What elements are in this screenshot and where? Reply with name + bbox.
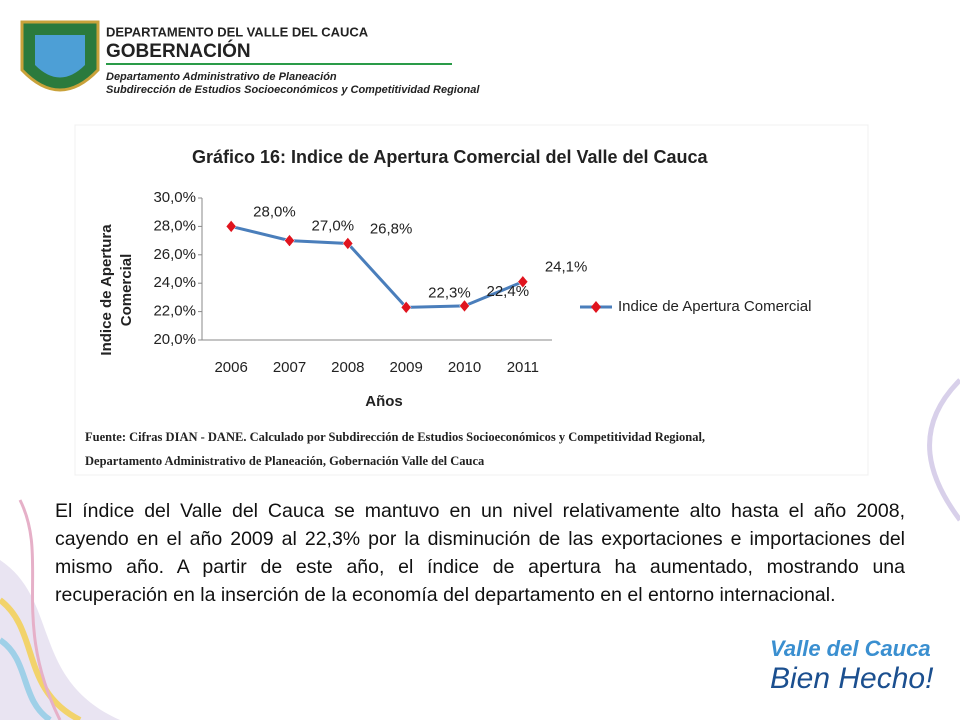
x-tick-label: 2007 [273, 359, 306, 376]
header-line3: Departamento Administrativo de Planeació… [106, 71, 337, 83]
swoosh [0, 597, 82, 720]
y-tick-label: 20,0% [153, 331, 196, 348]
x-tick-label: 2008 [331, 359, 364, 376]
data-label: 22,3% [428, 284, 471, 301]
header-line1: DEPARTAMENTO DEL VALLE DEL CAUCA [106, 24, 369, 39]
y-tick-label: 30,0% [153, 189, 196, 206]
point [342, 237, 354, 250]
point [400, 300, 412, 314]
point [284, 234, 295, 247]
x-tick-label: 2010 [448, 359, 481, 376]
data-label: 27,0% [312, 218, 355, 235]
chart-title: Gráfico 16: Indice de Apertura Comercial… [192, 147, 709, 167]
point [517, 275, 529, 289]
y-tick-label: 24,0% [153, 274, 196, 291]
body-text: El índice del Valle del Cauca se mantuvo… [55, 500, 905, 606]
legend-marker [591, 301, 601, 313]
data-label: 22,4% [487, 283, 530, 300]
x-tick-label: 2006 [214, 359, 247, 376]
point [225, 220, 237, 233]
footer-line1: Valle del Cauca [770, 636, 931, 661]
swoosh [0, 560, 120, 720]
swoosh [18, 499, 62, 720]
legend-label: Indice de Apertura Comercial [618, 298, 811, 315]
source-line2: Departamento Administrativo de Planeació… [85, 454, 485, 468]
y-axis-title: Comercial [118, 254, 135, 327]
data-label: 26,8% [370, 220, 413, 237]
source: Fuente: Cifras DIAN - DANE. Calculado po… [85, 430, 705, 444]
chart-frame [74, 124, 869, 476]
x-tick-label: 2009 [389, 359, 422, 376]
y-tick-label: 26,0% [153, 246, 196, 263]
footer-line2: Bien Hecho! [770, 662, 934, 695]
logo-inner [35, 35, 85, 78]
header-line2: GOBERNACIÓN [106, 40, 251, 62]
source-line1: : Cifras DIAN - DANE. Calculado por Subd… [122, 430, 705, 444]
swoosh [927, 378, 960, 522]
y-tick-label: 28,0% [153, 217, 196, 234]
x-tick-label: 2011 [507, 359, 539, 376]
y-axis-title: Indice de Apertura [98, 224, 115, 356]
source-label: Fuente [85, 430, 122, 444]
swoosh [0, 637, 52, 720]
point [459, 299, 470, 313]
series-line [230, 224, 524, 309]
data-label: 28,0% [253, 203, 296, 220]
data-label: 24,1% [545, 259, 588, 276]
y-tick-label: 22,0% [153, 303, 196, 320]
x-axis-title: Años [365, 393, 403, 410]
header-line4: Subdirección de Estudios Socioeconómicos… [106, 84, 480, 96]
